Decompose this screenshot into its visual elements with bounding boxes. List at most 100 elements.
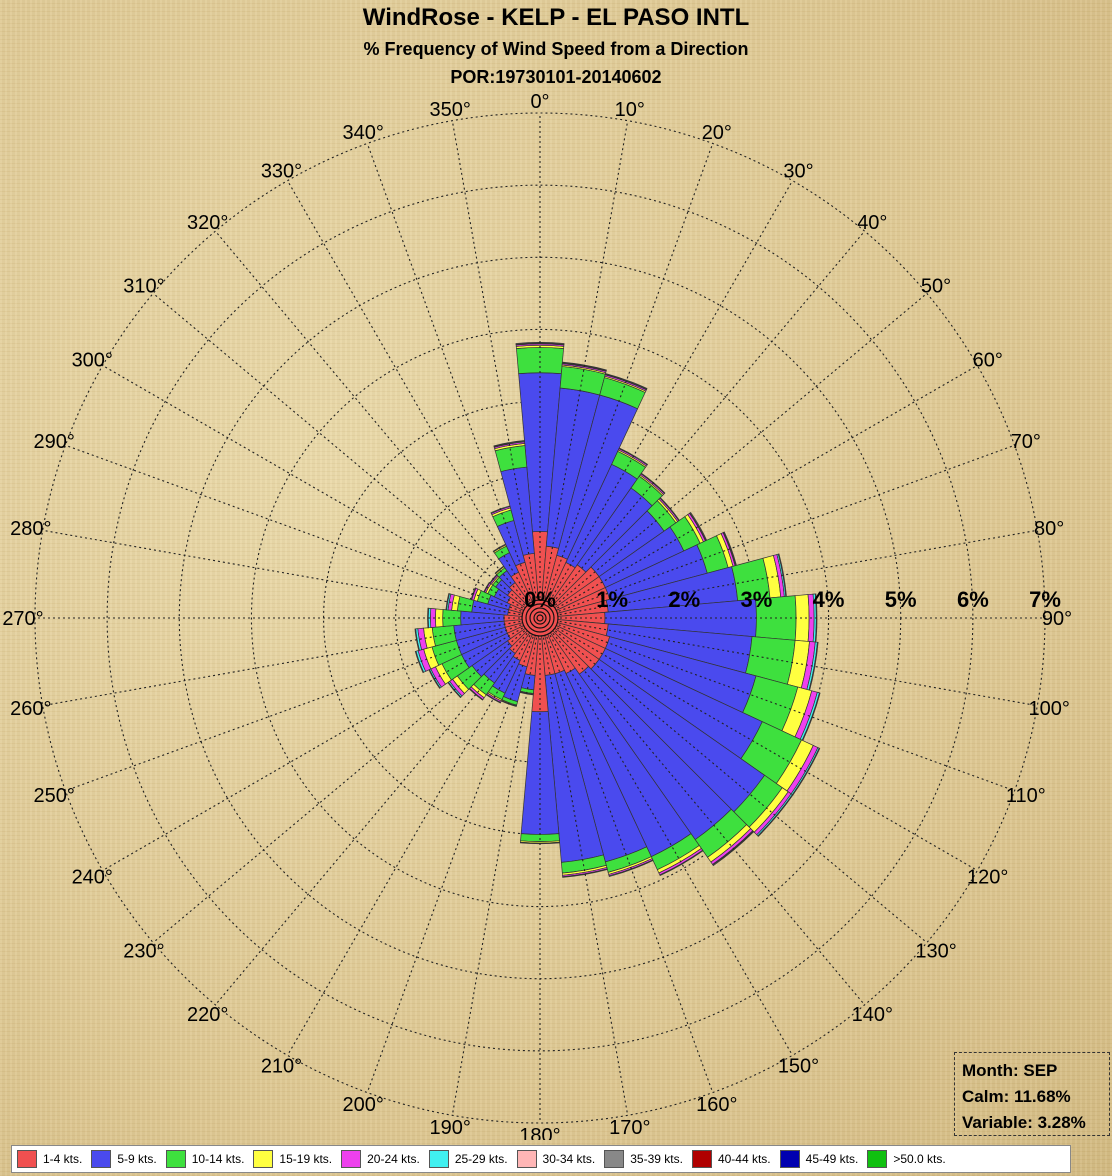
- bar-20-series-6: [604, 372, 648, 390]
- spoke-40: [539, 230, 866, 619]
- legend-item-5: 25-29 kts.: [428, 1150, 508, 1168]
- angle-label-340: 340°: [342, 122, 383, 144]
- legend-label-2: 10-14 kts.: [191, 1152, 245, 1166]
- spoke-340: [366, 143, 541, 619]
- angle-label-150: 150°: [778, 1056, 819, 1078]
- spoke-250: [65, 617, 541, 792]
- legend-item-3: 15-19 kts.: [253, 1150, 332, 1168]
- angle-label-330: 330°: [261, 160, 302, 182]
- angle-label-200: 200°: [342, 1094, 383, 1116]
- legend-item-9: 45-49 kts.: [779, 1150, 859, 1168]
- angle-label-270: 270°: [2, 608, 43, 630]
- angle-label-240: 240°: [72, 867, 113, 889]
- spoke-170: [539, 617, 629, 1116]
- spoke-200: [366, 617, 541, 1093]
- legend-swatch-6: [516, 1150, 537, 1168]
- spoke-50: [539, 292, 928, 619]
- spoke-210: [287, 617, 541, 1056]
- spoke-330: [287, 180, 541, 619]
- bar-350-series-6: [493, 440, 525, 448]
- spoke-320: [214, 230, 541, 619]
- bar-30-series-5: [618, 447, 649, 466]
- spoke-120: [539, 617, 978, 871]
- angle-label-120: 120°: [967, 867, 1008, 889]
- angle-label-60: 60°: [973, 350, 1003, 372]
- legend-item-10: >50.0 kts.: [867, 1150, 946, 1168]
- legend-swatch-5: [428, 1150, 449, 1168]
- legend-label-6: 30-34 kts.: [542, 1152, 596, 1166]
- legend-label-1: 5-9 kts.: [117, 1152, 157, 1166]
- angle-label-250: 250°: [33, 785, 74, 807]
- legend-swatch-7: [604, 1150, 625, 1168]
- angle-label-110: 110°: [1006, 785, 1046, 807]
- angle-label-100: 100°: [1028, 698, 1069, 720]
- angle-label-280: 280°: [10, 518, 51, 540]
- angle-label-0: 0°: [530, 91, 549, 113]
- legend-item-0: 1-4 kts.: [17, 1150, 82, 1168]
- variable-label: Variable: 3.28%: [962, 1113, 1086, 1132]
- spoke-30: [539, 180, 793, 619]
- radial-tick-4: 4%: [813, 587, 845, 612]
- spoke-220: [214, 617, 541, 1006]
- legend-label-3: 15-19 kts.: [279, 1152, 333, 1166]
- legend-label-7: 35-39 kts.: [630, 1152, 683, 1166]
- legend-label-8: 40-44 kts.: [717, 1152, 771, 1166]
- bar-280-series-6: [445, 593, 450, 611]
- angle-label-310: 310°: [123, 276, 164, 298]
- legend-swatch-1: [91, 1150, 112, 1168]
- legend-label-5: 25-29 kts.: [454, 1152, 508, 1166]
- legend-swatch-0: [17, 1150, 37, 1168]
- radial-tick-6: 6%: [957, 587, 989, 612]
- spoke-10: [539, 120, 629, 619]
- spoke-230: [152, 617, 541, 944]
- legend-label-9: 45-49 kts.: [805, 1152, 859, 1166]
- legend-swatch-4: [341, 1150, 362, 1168]
- legend-item-4: 20-24 kts.: [341, 1150, 420, 1168]
- calm-label: Calm: 11.68%: [962, 1087, 1071, 1106]
- spoke-190: [451, 617, 541, 1116]
- legend-item-6: 30-34 kts.: [516, 1150, 596, 1168]
- angle-label-300: 300°: [72, 350, 113, 372]
- spoke-280: [42, 529, 541, 619]
- legend-swatch-9: [779, 1150, 800, 1168]
- legend-swatch-2: [165, 1150, 186, 1168]
- bar-170-series-5: [562, 868, 608, 878]
- bar-180-series-4: [519, 841, 561, 845]
- spoke-150: [539, 617, 793, 1056]
- spoke-70: [539, 444, 1015, 619]
- legend-item-2: 10-14 kts.: [165, 1150, 245, 1168]
- radial-tick-2: 2%: [668, 587, 700, 612]
- chart-period: POR:19730101-20140602: [450, 67, 662, 87]
- bar-140-series-6: [712, 830, 755, 867]
- center-ring-3: [533, 611, 547, 625]
- wind-rose-plot: 0° 10° 20° 30° 40° 50° 60° 70° 80° 90° 100° 110° 120…: [2, 91, 1072, 1140]
- angle-label-230: 230°: [123, 940, 164, 962]
- bar-0-series-6: [515, 342, 565, 345]
- spoke-80: [539, 529, 1038, 619]
- chart-title: WindRose - KELP - EL PASO INTL: [362, 4, 750, 31]
- legend-swatch-3: [253, 1150, 274, 1168]
- legend-item-1: 5-9 kts.: [91, 1150, 157, 1168]
- legend-swatch-8: [691, 1150, 712, 1168]
- bar-130-series-6: [757, 794, 794, 837]
- spoke-350: [451, 120, 541, 619]
- radial-tick-3: 3%: [741, 587, 773, 612]
- center-circles: [521, 599, 559, 637]
- spoke-240: [102, 617, 541, 871]
- spoke-60: [539, 365, 978, 619]
- legend-label-10: >50.0 kts.: [893, 1152, 946, 1166]
- angle-label-320: 320°: [187, 212, 228, 234]
- angle-label-90: 90°: [1042, 608, 1072, 630]
- radial-tick-5: 5%: [885, 587, 917, 612]
- angle-label-160: 160°: [696, 1094, 737, 1116]
- center-ring-4: [536, 614, 544, 622]
- center-ring-1: [525, 603, 555, 633]
- angle-label-70: 70°: [1011, 431, 1041, 453]
- grid-ring-6: [106, 184, 974, 1052]
- angle-label-80: 80°: [1034, 518, 1064, 540]
- legend: 1-4 kts. 5-9 kts. 10-14 kts. 15-19 kts. 20-2…: [11, 1145, 1071, 1173]
- spoke-20: [539, 143, 714, 619]
- spoke-160: [539, 617, 714, 1093]
- angle-label-10: 10°: [615, 99, 645, 121]
- legend-item-8: 40-44 kts.: [691, 1150, 771, 1168]
